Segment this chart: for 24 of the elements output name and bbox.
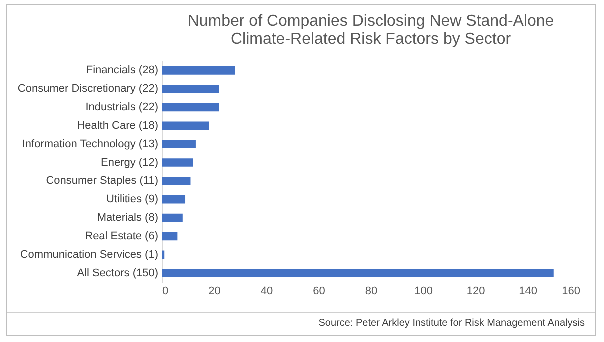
y-tick-label: Information Technology (13) bbox=[22, 138, 158, 150]
x-tick-label: 0 bbox=[162, 286, 169, 298]
x-tick-label: 160 bbox=[562, 286, 580, 298]
x-tick-label: 100 bbox=[414, 286, 433, 298]
x-tick-label: 120 bbox=[466, 286, 486, 298]
y-tick-label: All Sectors (150) bbox=[77, 267, 158, 280]
text: Climate-Related Risk Factors by Sector bbox=[230, 31, 512, 48]
y-tick-label: Health Care (18) bbox=[77, 120, 158, 132]
y-tick-label: Energy (12) bbox=[101, 156, 158, 169]
x-tick-label: 80 bbox=[365, 286, 378, 298]
y-tick-label: Utilities (9) bbox=[106, 194, 158, 206]
x-tick-label: 20 bbox=[208, 286, 221, 298]
x-tick-label: 140 bbox=[519, 286, 538, 298]
y-tick-label: Industrials (22) bbox=[86, 102, 158, 114]
text: Number of Companies Disclosing New Stand-Alone bbox=[188, 13, 554, 30]
y-tick-label: Consumer Staples (11) bbox=[46, 175, 158, 188]
x-tick-label: 40 bbox=[260, 286, 274, 298]
x-tick-label: 60 bbox=[313, 286, 326, 298]
source-note: Source: Peter Arkley Institute for Risk Management Analysis bbox=[318, 318, 585, 329]
y-tick-label: Communication Services (1) bbox=[20, 248, 158, 261]
y-tick-label: Financials (28) bbox=[86, 64, 158, 77]
y-tick-label: Real Estate (6) bbox=[85, 230, 158, 242]
y-tick-label: Materials (8) bbox=[97, 212, 158, 224]
y-tick-label: Consumer Discretionary (22) bbox=[18, 83, 158, 96]
